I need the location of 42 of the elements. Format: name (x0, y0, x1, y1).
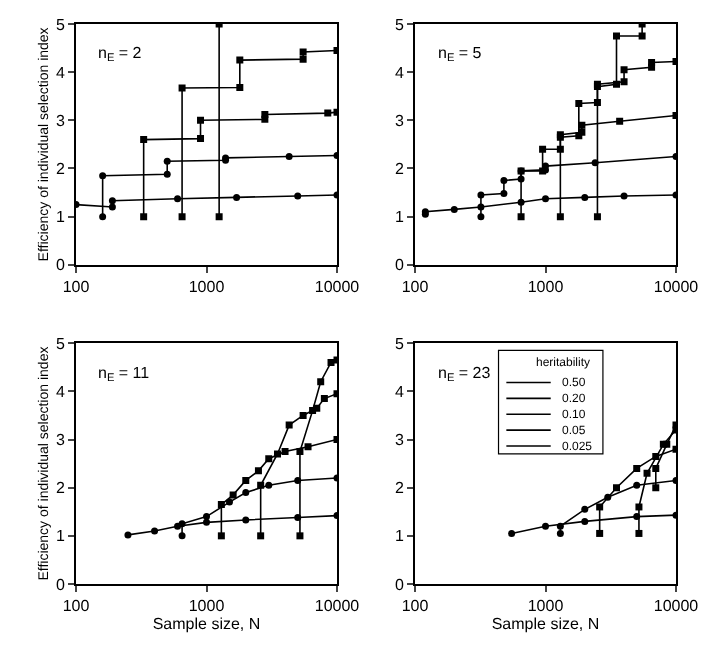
y-tick-label: 4 (395, 63, 406, 82)
y-tick-label: 2 (395, 160, 406, 179)
y-tick-label: 3 (56, 111, 67, 130)
x-tick-label: 1000 (188, 277, 226, 296)
y-tick-label: 5 (56, 15, 67, 34)
y-tick-label: 0 (56, 575, 67, 594)
y-tick-label: 2 (395, 479, 406, 498)
x-tick-label: 100 (62, 597, 91, 615)
x-axis-title: Sample size, N (491, 615, 600, 634)
x-tick-label: 10000 (653, 277, 700, 296)
x-tick-label: 1000 (188, 597, 226, 615)
y-tick-label: 2 (56, 160, 67, 179)
x-tick-label: 1000 (527, 277, 565, 296)
x-tick-label: 100 (401, 597, 430, 615)
y-tick-label: 0 (395, 256, 406, 275)
x-axis-title: Sample size, N (152, 615, 261, 634)
y-tick-label: 4 (56, 382, 67, 401)
x-tick-label: 10000 (314, 597, 361, 615)
x-tick-label: 100 (401, 277, 430, 296)
y-tick-label: 3 (395, 111, 406, 130)
y-tick-label: 3 (56, 431, 67, 450)
text: n$_{E}$ = 5 (438, 44, 483, 66)
y-tick-label: 0 (395, 575, 406, 594)
x-tick-label: 100 (62, 277, 91, 296)
y-tick-label: 1 (395, 208, 406, 227)
x-tick-label: 1000 (527, 597, 565, 615)
y-tick-label: 0 (56, 256, 67, 275)
x-tick-label: 10000 (653, 597, 700, 615)
text: n$_{E}$ = 11 (98, 364, 151, 386)
y-tick-label: 5 (56, 334, 67, 353)
text: n$_{E}$ = 23 (438, 364, 492, 386)
y-tick-label: 4 (56, 63, 67, 82)
x-tick-label: 10000 (314, 277, 361, 296)
y-tick-label: 5 (395, 15, 406, 34)
y-tick-label: 1 (56, 527, 67, 546)
y-tick-label: 1 (395, 527, 406, 546)
y-tick-label: 1 (56, 208, 67, 227)
text: n$_{E}$ = 2 (98, 44, 143, 66)
y-tick-label: 3 (395, 431, 406, 450)
y-tick-label: 4 (395, 382, 406, 401)
y-tick-label: 5 (395, 334, 406, 353)
y-tick-label: 2 (56, 479, 67, 498)
